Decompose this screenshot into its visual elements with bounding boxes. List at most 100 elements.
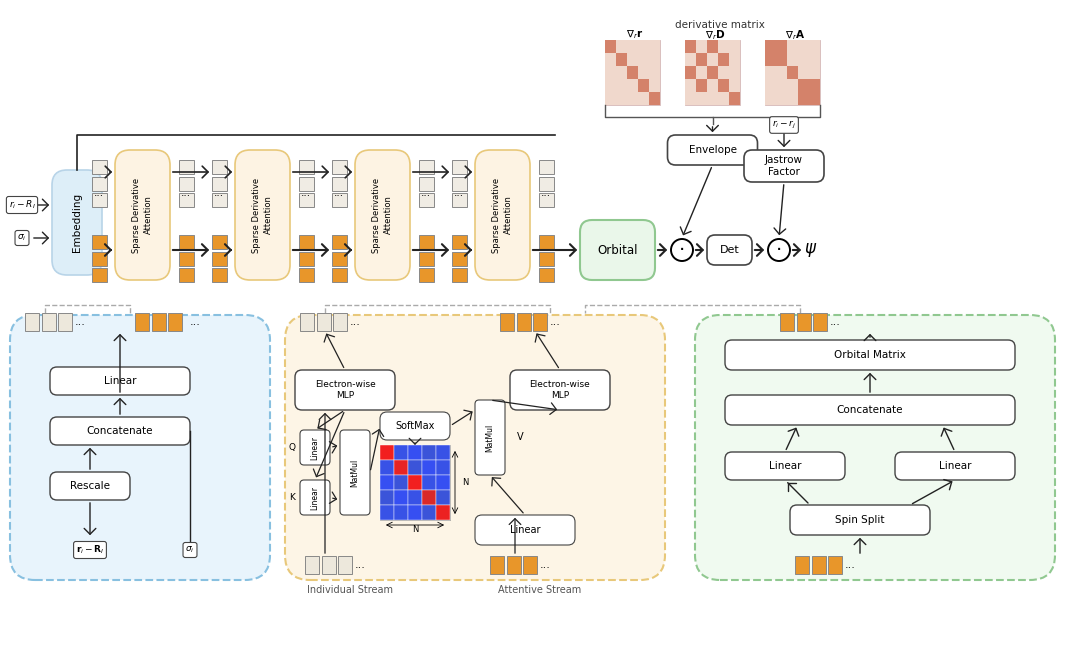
Bar <box>539 193 554 207</box>
Bar <box>649 66 660 79</box>
Bar <box>408 460 422 475</box>
FancyBboxPatch shape <box>285 315 665 580</box>
Bar <box>766 53 775 66</box>
Circle shape <box>671 239 693 261</box>
Text: Individual Stream: Individual Stream <box>307 585 393 595</box>
Bar <box>332 160 347 174</box>
FancyBboxPatch shape <box>52 170 102 275</box>
Text: Sparse Derivative
Attention: Sparse Derivative Attention <box>492 177 513 253</box>
Bar <box>212 177 227 190</box>
Bar <box>178 235 193 249</box>
Bar <box>787 79 798 92</box>
Bar <box>298 160 313 174</box>
Bar <box>394 460 408 475</box>
Bar <box>697 40 706 53</box>
Bar <box>686 66 696 79</box>
Bar <box>718 53 729 66</box>
Bar <box>92 160 107 174</box>
Bar <box>436 445 450 460</box>
Bar <box>298 268 313 282</box>
Bar <box>729 40 740 53</box>
Bar <box>766 66 775 79</box>
Bar <box>798 40 809 53</box>
Bar <box>766 92 775 105</box>
Bar <box>436 475 450 490</box>
Bar <box>419 252 433 265</box>
Bar <box>649 40 660 53</box>
Text: Orbital: Orbital <box>597 244 638 257</box>
Bar <box>707 53 717 66</box>
Bar <box>523 556 537 574</box>
FancyBboxPatch shape <box>355 150 410 280</box>
Text: $r_i - r_j$: $r_i - r_j$ <box>772 119 796 131</box>
Text: $\psi$: $\psi$ <box>805 241 818 259</box>
Text: ·: · <box>775 240 782 259</box>
Bar <box>408 445 422 460</box>
Bar <box>638 53 649 66</box>
Bar <box>707 66 717 79</box>
Bar <box>212 193 227 207</box>
FancyBboxPatch shape <box>475 150 530 280</box>
Bar <box>332 177 347 190</box>
Bar <box>627 79 637 92</box>
Bar <box>212 252 227 265</box>
Text: Spin Split: Spin Split <box>835 515 885 525</box>
FancyBboxPatch shape <box>510 370 610 410</box>
Bar <box>332 193 347 207</box>
Bar <box>451 235 467 249</box>
Bar <box>92 268 107 282</box>
Bar <box>617 53 626 66</box>
Bar <box>516 313 530 331</box>
Bar <box>135 313 149 331</box>
Bar <box>422 475 436 490</box>
Bar <box>212 160 227 174</box>
Text: MatMul: MatMul <box>351 458 360 487</box>
Text: Embedding: Embedding <box>72 193 82 252</box>
Text: Det: Det <box>719 245 740 255</box>
Bar <box>787 40 798 53</box>
Bar <box>787 66 798 79</box>
Bar <box>627 40 637 53</box>
Bar <box>408 505 422 520</box>
Bar <box>729 92 740 105</box>
Text: Jastrow
Factor: Jastrow Factor <box>765 155 804 177</box>
Bar <box>718 66 729 79</box>
Bar <box>422 445 436 460</box>
Text: Linear: Linear <box>104 376 136 386</box>
Bar <box>729 79 740 92</box>
Bar <box>811 556 825 574</box>
Bar <box>25 313 39 331</box>
Bar <box>697 79 706 92</box>
Bar <box>617 40 626 53</box>
Bar <box>729 53 740 66</box>
Bar <box>638 40 649 53</box>
FancyBboxPatch shape <box>725 395 1015 425</box>
Bar <box>332 268 347 282</box>
FancyBboxPatch shape <box>725 340 1015 370</box>
Bar <box>798 92 809 105</box>
Bar <box>298 177 313 190</box>
Bar <box>212 268 227 282</box>
Text: Attentive Stream: Attentive Stream <box>498 585 582 595</box>
Bar <box>436 460 450 475</box>
Text: $\sigma_i$: $\sigma_i$ <box>186 545 194 555</box>
Bar <box>451 252 467 265</box>
Bar <box>539 268 554 282</box>
FancyBboxPatch shape <box>50 367 190 395</box>
Text: Linear: Linear <box>769 461 801 471</box>
Text: ...: ... <box>350 317 361 327</box>
Bar <box>92 252 107 265</box>
Bar <box>408 475 422 490</box>
Bar <box>178 177 193 190</box>
Bar <box>380 460 394 475</box>
Text: $\nabla_r\mathbf{D}$: $\nabla_r\mathbf{D}$ <box>705 28 726 42</box>
Text: ...: ... <box>181 188 191 198</box>
Bar <box>809 53 820 66</box>
Bar <box>178 193 193 207</box>
Text: N: N <box>411 525 418 534</box>
Text: ...: ... <box>454 188 464 198</box>
Bar <box>686 92 696 105</box>
Text: ...: ... <box>334 188 345 198</box>
Text: Envelope: Envelope <box>689 145 737 155</box>
Bar <box>638 66 649 79</box>
